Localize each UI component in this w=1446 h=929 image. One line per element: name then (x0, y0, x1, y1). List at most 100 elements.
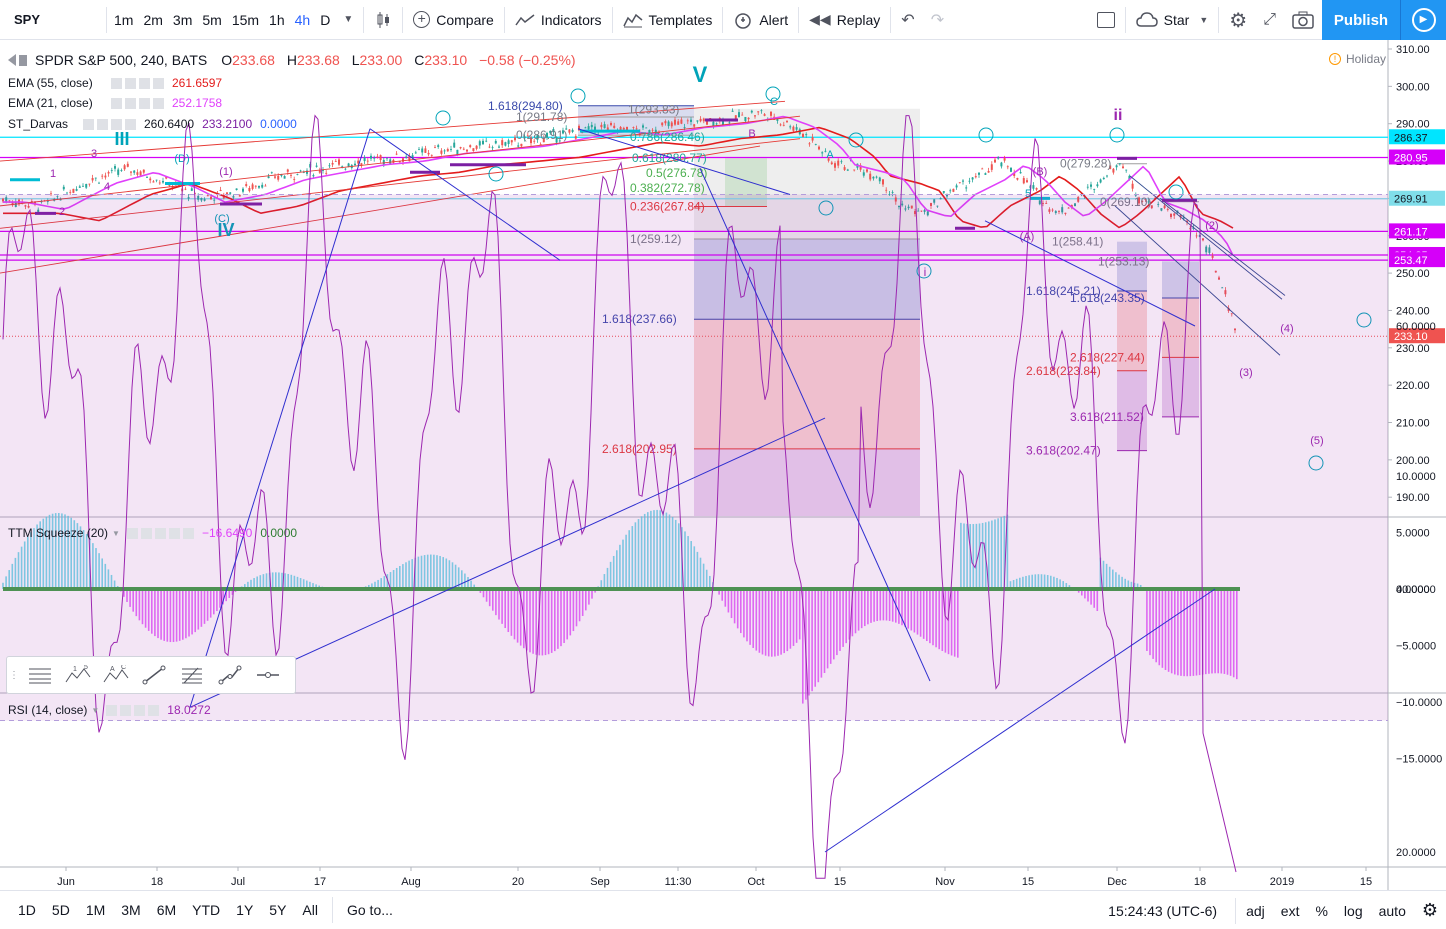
fib-retracement-tool[interactable] (173, 657, 211, 693)
range-1d[interactable]: 1D (18, 902, 36, 918)
star-button[interactable]: Star ▼ (1128, 0, 1217, 40)
interval-dropdown[interactable]: ▼ (335, 0, 361, 40)
candle-body (306, 170, 308, 174)
close-icon[interactable] (148, 704, 160, 716)
range-5y[interactable]: 5Y (269, 902, 287, 918)
path-tool[interactable] (211, 657, 249, 693)
range-6m[interactable]: 6M (156, 902, 177, 918)
chart-canvas[interactable]: 1.618(294.80)1(291.78) 0(286.91) 1(293.83)… (0, 40, 1446, 890)
candle-body (728, 122, 731, 124)
gear-icon[interactable] (125, 97, 136, 109)
gear-icon[interactable] (125, 77, 136, 89)
chart-area[interactable]: 1.618(294.80) 1(291.78) 0(286.91) 1(293.83)… (0, 40, 1446, 890)
interval-1h[interactable]: 1h (269, 11, 285, 28)
rsi-trendline (824, 588, 1216, 853)
clock[interactable]: 15:24:43 (UTC-6) (1108, 902, 1218, 919)
indicators-button[interactable]: Indicators (507, 0, 610, 40)
gear-icon[interactable] (140, 527, 152, 539)
eye-icon[interactable] (126, 527, 138, 539)
ema21-legend[interactable]: EMA (21, close) 252.1758 (8, 96, 222, 110)
ema55-legend[interactable]: EMA (55, close) 261.6597 (8, 76, 222, 90)
darvas-bottom-value: 233.2100 (202, 117, 253, 131)
goto-button[interactable]: Go to... (346, 902, 393, 918)
collapse-legend-icon[interactable] (8, 54, 16, 66)
scale-percent-toggle[interactable]: % (1315, 902, 1328, 919)
settings-button[interactable]: ⚙ (1221, 0, 1255, 40)
eye-icon[interactable] (106, 704, 118, 716)
interval-d[interactable]: D (320, 11, 331, 28)
rsi-value: 18.0272 (167, 703, 211, 717)
holiday-notice[interactable]: ! Holiday (1328, 52, 1386, 66)
trendline-tool[interactable] (135, 657, 173, 693)
close-icon[interactable] (153, 97, 164, 109)
darvas-legend[interactable]: ST_Darvas 260.6400 233.2100 0.0000 (8, 117, 297, 131)
plus-icon[interactable] (111, 118, 122, 130)
fullscreen-toggle[interactable] (1089, 0, 1123, 40)
symbol-search[interactable]: SPY (14, 12, 41, 27)
rsi-tick-label: 60.0000 (1396, 321, 1436, 333)
chevron-down-icon[interactable]: ▼ (112, 528, 120, 538)
drag-handle-icon[interactable]: ⋮ (9, 669, 19, 681)
chart-settings-button[interactable]: ⚙ (1414, 900, 1446, 921)
interval-15m[interactable]: 15m (231, 11, 260, 28)
plus-icon[interactable] (139, 97, 150, 109)
replay-button[interactable]: ◀◀ Replay (801, 0, 888, 40)
range-all[interactable]: All (302, 902, 318, 918)
interval-2m[interactable]: 2m (143, 11, 163, 28)
publish-menu-button[interactable]: ▶ (1400, 0, 1446, 40)
interval-4h[interactable]: 4h (294, 11, 311, 28)
fib-label: 1(291.78) (516, 110, 567, 124)
gear-icon[interactable] (97, 118, 108, 130)
alert-button[interactable]: Alert (725, 0, 796, 40)
gear-icon[interactable] (120, 704, 132, 716)
scale-ext-toggle[interactable]: ext (1280, 902, 1300, 919)
ttm-legend[interactable]: TTM Squeeze (20) ▼ −16.6490 0.0000 (8, 526, 297, 540)
range-5d[interactable]: 5D (51, 902, 70, 918)
undo-button[interactable]: ↶ (893, 0, 922, 40)
publish-button[interactable]: Publish (1322, 0, 1400, 40)
scale-adj-toggle[interactable]: adj (1246, 902, 1265, 919)
horizontal-lines-tool[interactable] (21, 657, 59, 693)
range-1m[interactable]: 1M (85, 902, 106, 918)
interval-3m[interactable]: 3m (172, 11, 193, 28)
eye-icon[interactable] (83, 118, 94, 130)
scale-auto-toggle[interactable]: auto (1378, 902, 1406, 919)
wave-circle-marker (435, 110, 451, 126)
candle-body (290, 174, 292, 176)
redo-button[interactable]: ↷ (923, 0, 952, 40)
candle-body (853, 169, 856, 171)
candle-body (414, 152, 417, 154)
rsi-line (2, 114, 1237, 879)
candle-body (1061, 207, 1064, 213)
compare-button[interactable]: + Compare (405, 0, 502, 40)
chart-type-button[interactable] (366, 0, 400, 40)
range-1y[interactable]: 1Y (236, 902, 254, 918)
alarm-clock-icon (735, 12, 752, 29)
plus-icon[interactable] (168, 527, 180, 539)
plus-icon[interactable] (139, 77, 150, 89)
rsi-legend[interactable]: RSI (14, close) ▼ 18.0272 (8, 703, 211, 717)
close-icon[interactable] (153, 77, 164, 89)
interval-5m[interactable]: 5m (202, 11, 222, 28)
plus-circle-icon: + (413, 11, 431, 28)
screenshot-button[interactable] (1284, 0, 1322, 40)
range-3m[interactable]: 3M (121, 902, 141, 918)
close-icon[interactable] (125, 118, 136, 130)
fullscreen-button[interactable]: ⤢ (1255, 0, 1284, 40)
plus-icon[interactable] (134, 704, 146, 716)
interval-1m[interactable]: 1m (114, 11, 134, 28)
eye-icon[interactable] (111, 77, 122, 89)
eye-icon[interactable] (111, 97, 122, 109)
candle-body (299, 170, 302, 172)
fib-label: 0.618(280.77) (632, 151, 707, 165)
braces-icon[interactable] (154, 527, 166, 539)
range-ytd[interactable]: YTD (192, 902, 221, 918)
chevron-down-icon[interactable]: ▼ (91, 705, 100, 715)
time-tick-label: 11:30 (665, 876, 692, 888)
close-icon[interactable] (182, 527, 194, 539)
scale-log-toggle[interactable]: log (1343, 902, 1363, 919)
templates-button[interactable]: Templates (615, 0, 721, 40)
horizontal-ray-tool[interactable] (249, 657, 287, 693)
